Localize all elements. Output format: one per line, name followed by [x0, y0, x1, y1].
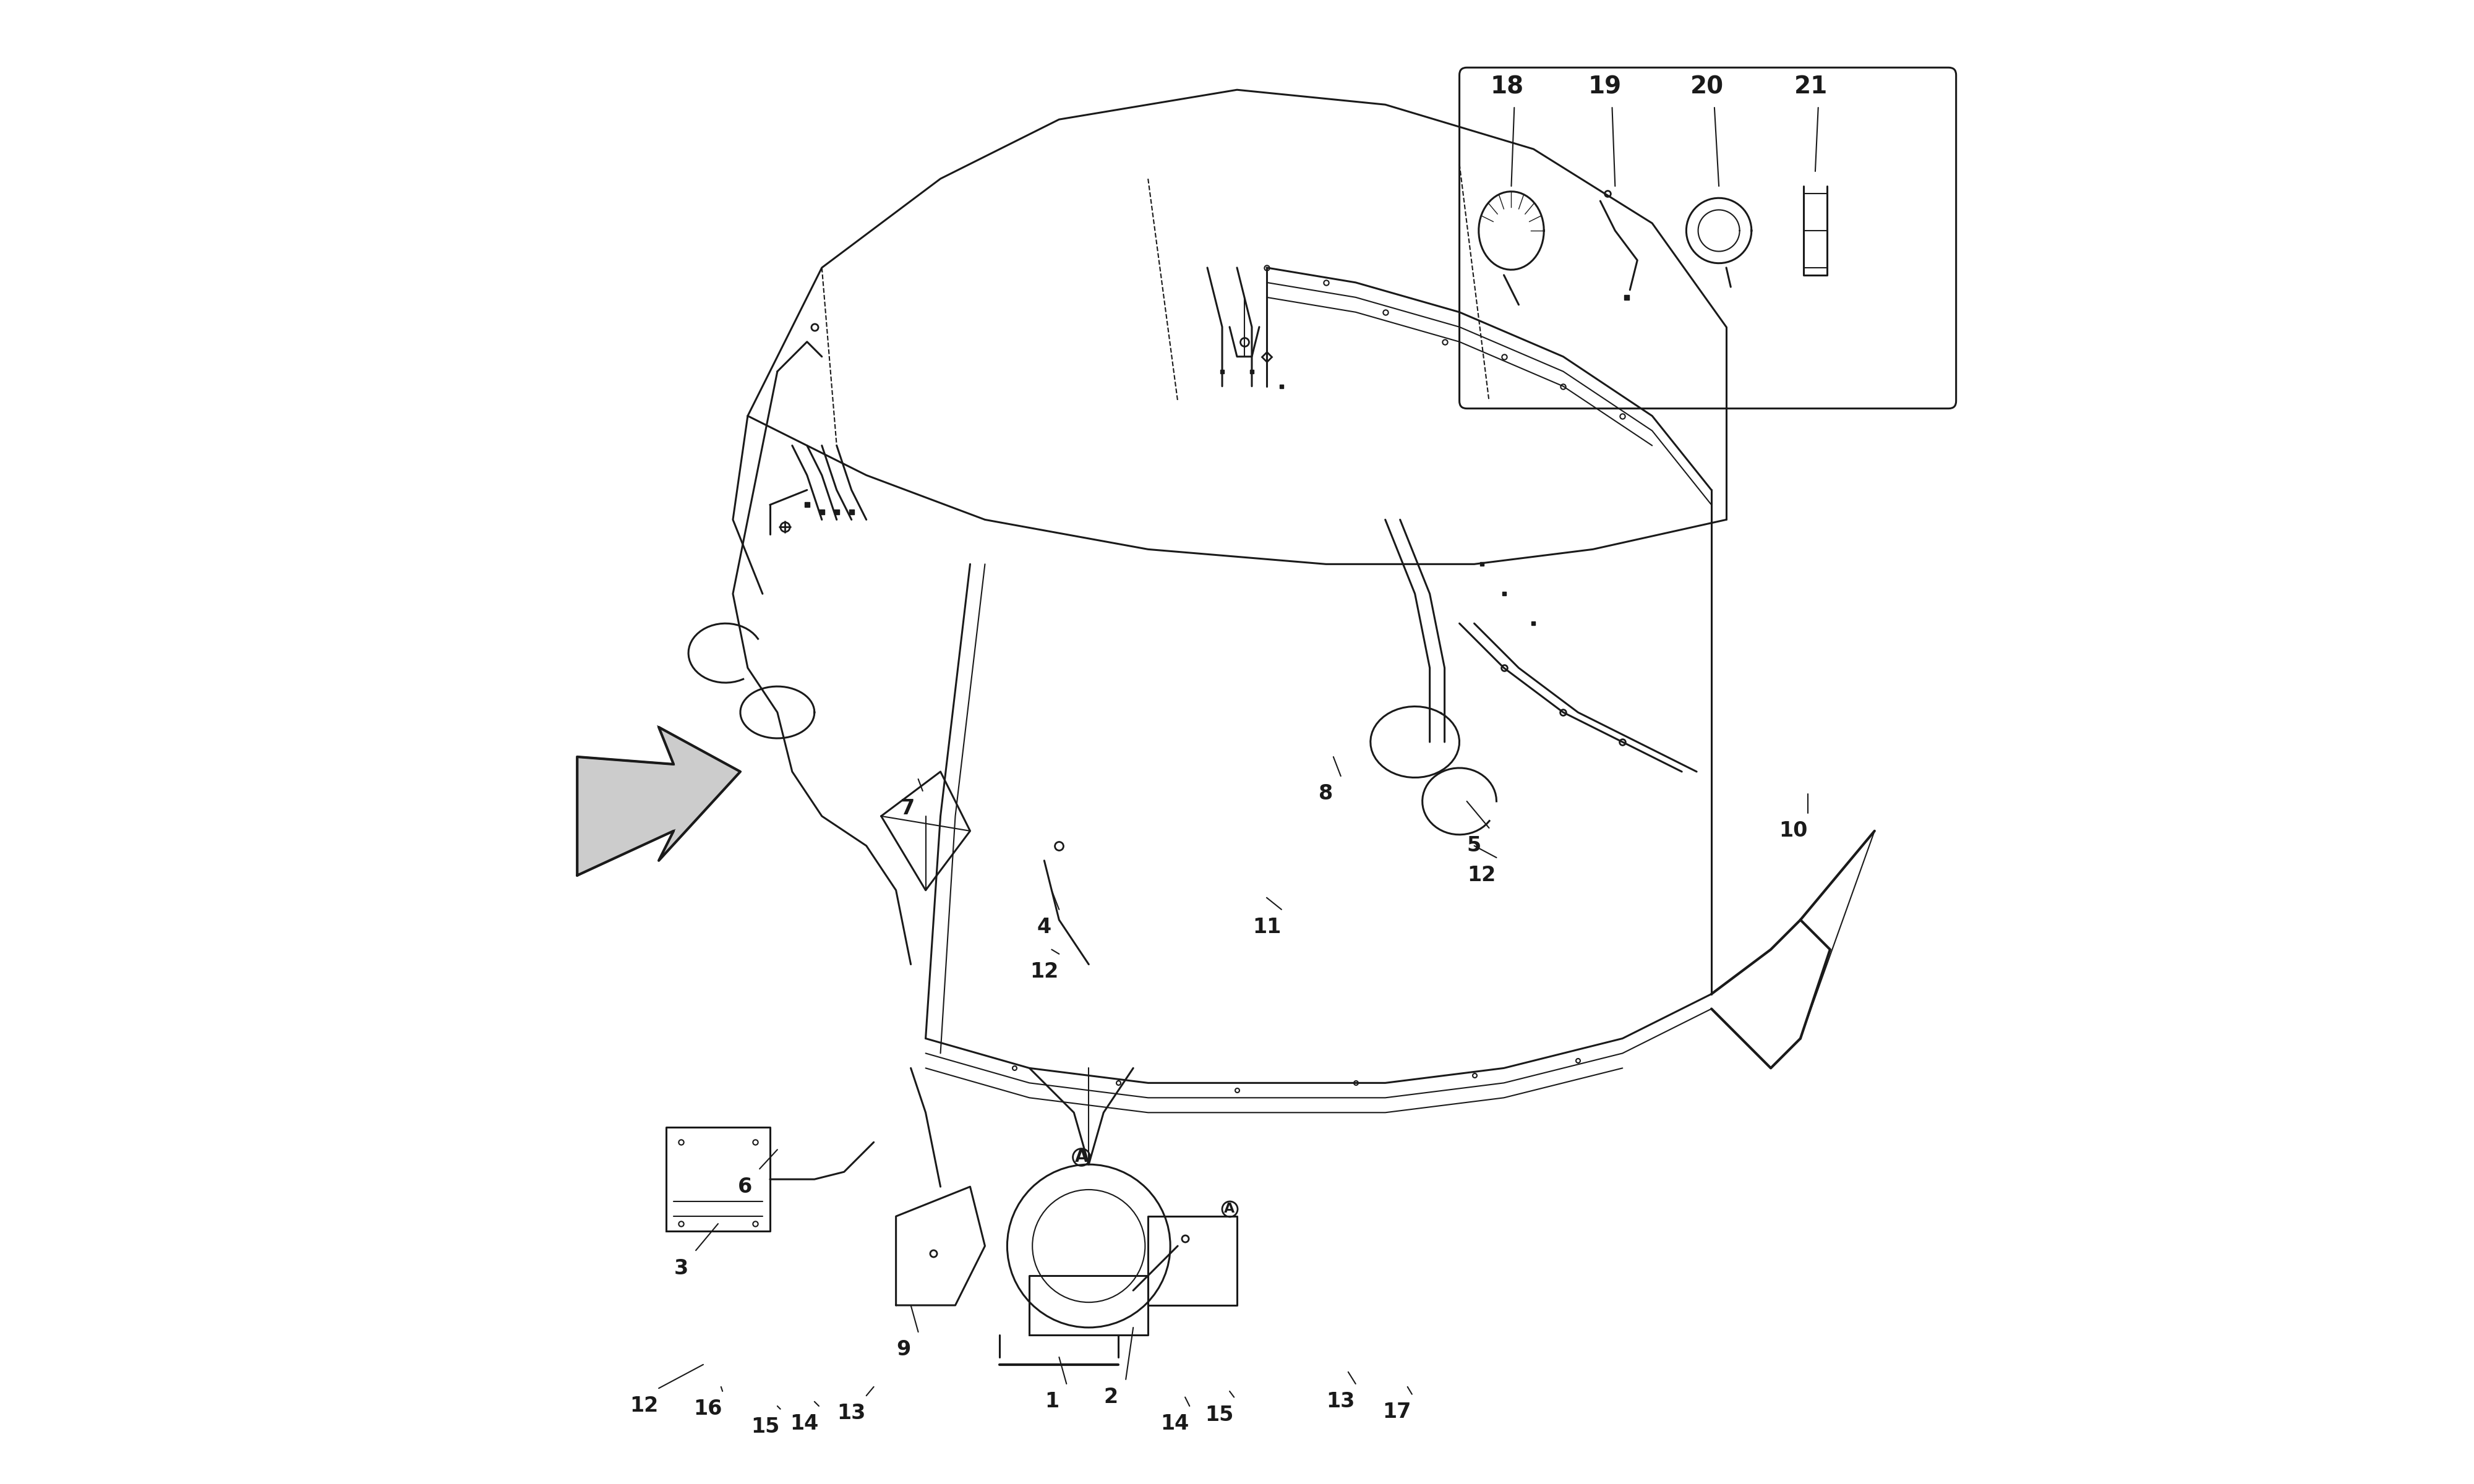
Text: 14: 14 [1160, 1414, 1190, 1434]
FancyArrowPatch shape [594, 788, 708, 844]
Text: 3: 3 [673, 1258, 688, 1278]
Text: 1: 1 [1044, 1392, 1059, 1411]
Text: 19: 19 [1588, 76, 1620, 98]
Text: 13: 13 [1326, 1392, 1356, 1411]
Text: A: A [1225, 1202, 1235, 1215]
Text: 14: 14 [789, 1414, 819, 1434]
Text: 2: 2 [1103, 1388, 1118, 1407]
Text: 18: 18 [1489, 76, 1524, 98]
Text: 15: 15 [752, 1417, 779, 1437]
Text: 10: 10 [1779, 821, 1808, 841]
Text: 12: 12 [628, 1396, 658, 1416]
Text: A: A [1074, 1149, 1089, 1166]
Text: 9: 9 [896, 1340, 910, 1359]
Text: 11: 11 [1252, 917, 1282, 938]
Text: 6: 6 [737, 1177, 752, 1198]
Text: 17: 17 [1383, 1402, 1413, 1422]
Text: 5: 5 [1467, 835, 1482, 856]
Text: 12: 12 [1029, 962, 1059, 982]
Polygon shape [576, 727, 740, 876]
Text: 13: 13 [836, 1404, 866, 1423]
Text: 16: 16 [693, 1399, 722, 1419]
Text: 21: 21 [1794, 76, 1828, 98]
Text: 7: 7 [901, 798, 915, 819]
Text: 20: 20 [1690, 76, 1724, 98]
Text: 8: 8 [1319, 784, 1333, 804]
Text: 12: 12 [1467, 865, 1497, 886]
Text: 15: 15 [1205, 1405, 1235, 1425]
Text: 4: 4 [1037, 917, 1051, 938]
